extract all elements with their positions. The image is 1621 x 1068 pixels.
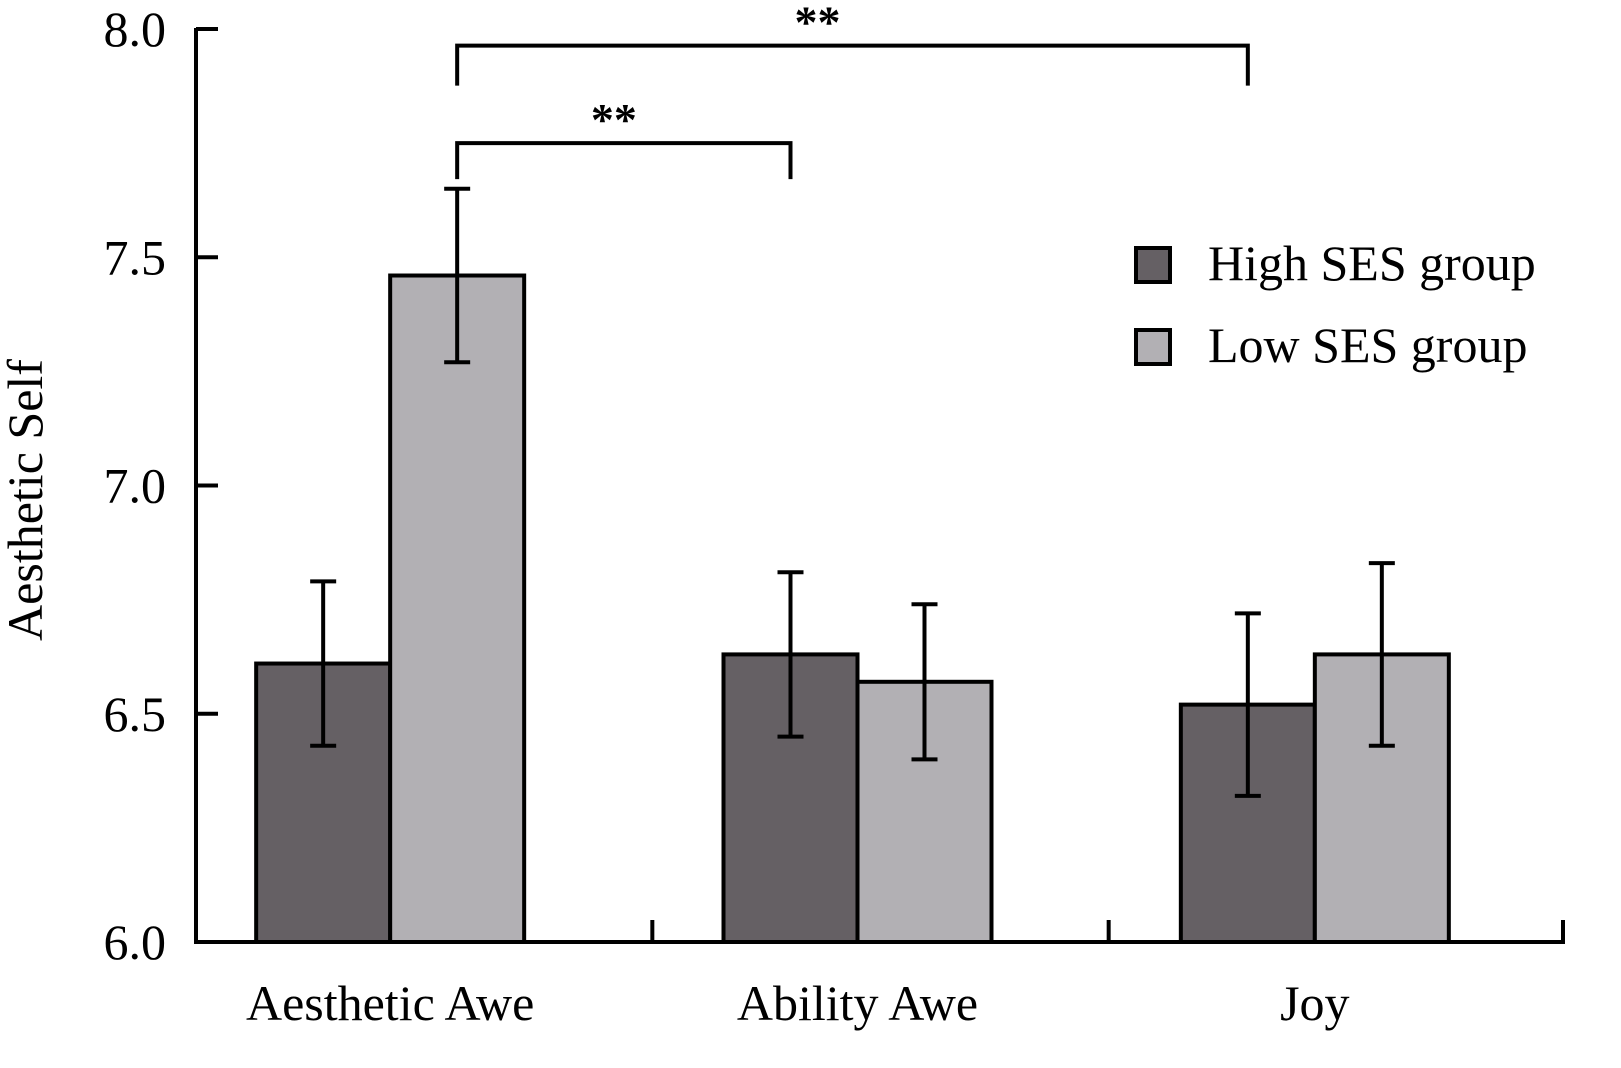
- bar: [388, 273, 527, 944]
- y-axis-label: Aesthetic Self: [0, 359, 53, 641]
- x-tick-label: Joy: [1280, 975, 1349, 1031]
- legend-item: High SES group: [1134, 235, 1536, 291]
- legend-label: Low SES group: [1208, 317, 1527, 373]
- error-bars: [310, 186, 1395, 798]
- axes: 6.0 6.5 7.0 7.5 8.0 Aesthetic Awe Ability Awe J…: [104, 1, 1565, 1031]
- significance-bracket: **: [455, 94, 793, 180]
- y-tick-label: 6.5: [104, 686, 167, 742]
- significance-label: **: [591, 94, 637, 145]
- legend: High SES group Low SES group: [1134, 235, 1536, 373]
- bracket-line: [455, 43, 1250, 86]
- y-tick-label: 7.5: [104, 229, 167, 285]
- y-tick-label: 7.0: [104, 458, 167, 514]
- legend-swatch: [1134, 246, 1172, 284]
- y-tick-label: 8.0: [104, 1, 167, 57]
- bracket-line: [455, 141, 793, 180]
- error-bar: [1234, 611, 1261, 798]
- error-bar: [310, 579, 337, 748]
- error-bar: [1368, 561, 1395, 748]
- error-bar: [911, 602, 938, 762]
- x-tick-label: Ability Awe: [737, 975, 978, 1031]
- significance-label: **: [795, 0, 841, 48]
- legend-swatch: [1134, 328, 1172, 366]
- legend-label: High SES group: [1208, 235, 1536, 291]
- y-tick-label: 6.0: [104, 914, 167, 970]
- bars: [254, 273, 1451, 945]
- significance-bracket: **: [455, 0, 1250, 86]
- error-bar: [444, 186, 471, 365]
- x-tick-label: Aesthetic Awe: [246, 975, 534, 1031]
- legend-item: Low SES group: [1134, 317, 1527, 373]
- significance-annotations: ** **: [455, 0, 1250, 180]
- error-bar: [777, 570, 804, 739]
